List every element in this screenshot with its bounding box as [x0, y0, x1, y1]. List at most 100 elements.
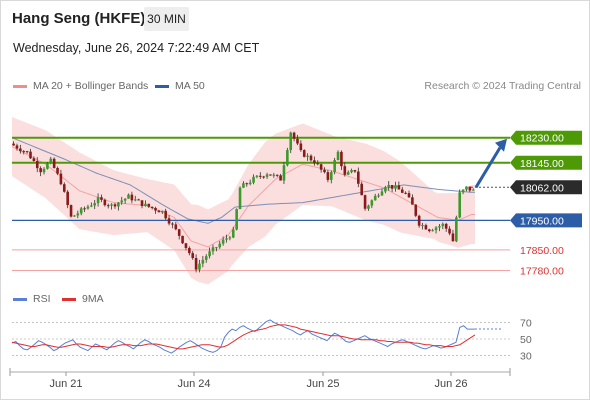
- candle-body: [299, 143, 303, 151]
- candle-body: [292, 132, 296, 139]
- candle-body: [259, 175, 262, 177]
- candle-body: [150, 206, 154, 209]
- candle-body: [262, 176, 265, 178]
- candle-body: [296, 138, 299, 144]
- candle-body: [367, 205, 370, 209]
- bollinger-band: [12, 117, 475, 285]
- candle-body: [62, 184, 66, 192]
- level-label-18145.00: 18145.00: [520, 158, 564, 170]
- candle-body: [468, 186, 472, 191]
- rsi-swatch: [13, 297, 27, 301]
- level-tag-18230.00: [510, 130, 582, 145]
- candle-body: [458, 192, 462, 218]
- candle-body: [137, 199, 140, 201]
- candle-body: [252, 176, 255, 183]
- candle-body: [231, 229, 235, 238]
- candle-body: [326, 172, 330, 180]
- candle-body: [407, 193, 411, 198]
- candle-body: [417, 215, 421, 226]
- candle-body: [248, 182, 252, 185]
- candle-body: [336, 151, 340, 161]
- candle-body: [289, 132, 293, 151]
- candle-body: [106, 205, 110, 207]
- candle-body: [46, 163, 49, 169]
- rsi-tick-50: 50: [520, 334, 532, 346]
- legend-rsi: RSI: [13, 293, 51, 305]
- candle-body: [201, 259, 205, 264]
- candle-body: [448, 228, 451, 234]
- legend-9ma-label: 9MA: [82, 293, 104, 305]
- credit-text: Research © 2024 Trading Central: [424, 80, 581, 92]
- candle-body: [218, 243, 222, 248]
- legend-9ma: 9MA: [62, 293, 104, 305]
- candle-body: [390, 185, 394, 189]
- candle-body: [15, 145, 19, 149]
- candle-body: [188, 247, 191, 254]
- candle-body: [52, 158, 56, 168]
- level-label-17850.00: 17850.00: [520, 245, 564, 257]
- candle-body: [238, 187, 242, 210]
- ma20-line: [11, 146, 475, 248]
- candle-body: [174, 224, 178, 230]
- candle-body: [32, 158, 36, 161]
- candle-body: [198, 263, 201, 270]
- candle-body: [404, 192, 407, 194]
- candle-body: [387, 185, 391, 188]
- candle-body: [161, 210, 164, 213]
- candle-body: [25, 151, 29, 153]
- candle-body: [12, 143, 15, 146]
- candle-body: [100, 197, 103, 200]
- candle-body: [133, 199, 137, 201]
- x-tick-label-Jun-26: Jun 26: [434, 378, 467, 390]
- candle-body: [272, 174, 276, 176]
- candle-body: [127, 194, 130, 199]
- candle-body: [144, 203, 147, 207]
- level-label-18062.00: 18062.00: [520, 182, 564, 194]
- candle-body: [471, 189, 475, 191]
- candle-body: [110, 204, 113, 206]
- candle-body: [309, 155, 313, 161]
- legend-ma20-label: MA 20 + Bollinger Bands: [33, 80, 149, 92]
- candle-body: [93, 203, 97, 206]
- candle-body: [329, 172, 333, 180]
- candle-body: [333, 160, 336, 173]
- candle-body: [279, 175, 282, 181]
- candle-body: [130, 194, 134, 201]
- candle-body: [424, 225, 428, 230]
- candle-body: [323, 169, 326, 173]
- candle-body: [394, 185, 397, 189]
- candle-body: [414, 204, 418, 216]
- x-tick-label-Jun-21: Jun 21: [49, 378, 82, 390]
- forecast-arrowhead: [495, 138, 507, 152]
- candle-body: [441, 223, 445, 227]
- candle-body: [73, 215, 76, 217]
- ma50-swatch: [155, 84, 169, 88]
- candle-body: [340, 151, 343, 167]
- candle-body: [221, 239, 225, 244]
- candle-body: [181, 235, 184, 244]
- candle-body: [343, 166, 347, 175]
- legend-ma50-label: MA 50: [175, 80, 205, 92]
- candle-body: [79, 208, 83, 214]
- candle-body: [154, 208, 157, 211]
- candle-body: [235, 209, 238, 230]
- candle-body: [319, 164, 323, 170]
- candle-body: [35, 160, 39, 169]
- candle-body: [286, 150, 289, 166]
- candle-body: [431, 230, 434, 232]
- timeframe-button[interactable]: 30 MIN: [144, 7, 189, 31]
- legend-ma50: MA 50: [155, 80, 205, 92]
- candle-body: [380, 191, 384, 196]
- candle-body: [427, 229, 431, 232]
- candle-body: [370, 200, 374, 206]
- candle-body: [69, 205, 73, 217]
- candle-body: [434, 227, 438, 231]
- candle-body: [350, 170, 353, 173]
- candle-body: [167, 218, 171, 224]
- candle-body: [363, 195, 367, 209]
- legend-rsi-label: RSI: [33, 293, 51, 305]
- candle-body: [140, 200, 144, 207]
- candle-body: [66, 191, 69, 206]
- candle-body: [421, 225, 424, 227]
- candle-body: [397, 185, 401, 190]
